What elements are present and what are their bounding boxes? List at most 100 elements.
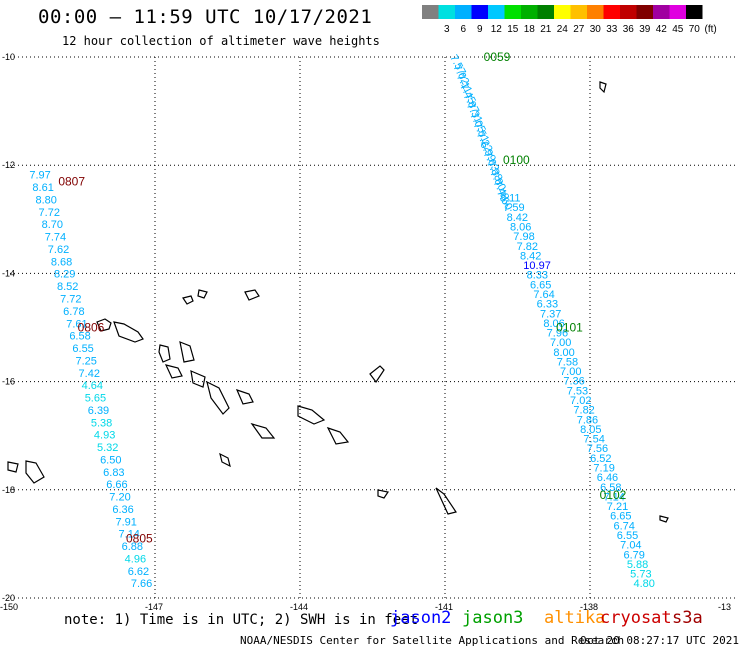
wave-height-value: 7.61 xyxy=(66,318,87,330)
colorbar-tick-label: 42 xyxy=(656,24,668,35)
colorbar-unit: (ft) xyxy=(705,24,717,35)
wave-height-value: 7.82 xyxy=(573,405,594,417)
wave-height-value: 7.42 xyxy=(79,368,100,380)
wave-height-value: 8.33 xyxy=(527,270,548,282)
wave-height-value: 7.37 xyxy=(540,308,561,320)
longitude-label: -138 xyxy=(580,602,598,612)
colorbar-swatch xyxy=(653,5,670,19)
wave-height-value: 7.19 xyxy=(593,463,614,475)
colorbar-tick-label: 33 xyxy=(606,24,618,35)
wave-height-value: 7.59 xyxy=(503,202,524,214)
track-east: 7.577.627.117.457.877.317.057.517.226.99… xyxy=(447,53,655,590)
colorbar-tick-label: 36 xyxy=(623,24,635,35)
wave-height-value: 6.36 xyxy=(112,504,133,516)
note-text: note: 1) Time is in UTC; 2) SWH is in fe… xyxy=(64,612,419,628)
wave-height-value: 8.05 xyxy=(580,424,601,436)
wave-height-value: 7.96 xyxy=(547,328,568,340)
colorbar-tick-label: 6 xyxy=(460,24,466,35)
island-outline xyxy=(235,389,254,405)
island-outline xyxy=(244,289,260,301)
wave-height-value: 6.88 xyxy=(122,541,143,553)
wave-height-value: 7.98 xyxy=(513,231,534,243)
wave-height-value: 7.00 xyxy=(560,366,581,378)
map-gridlines xyxy=(10,56,735,599)
longitude-label: -13 xyxy=(718,602,731,612)
colorbar-swatch xyxy=(537,5,554,19)
wave-height-value: 7.74 xyxy=(45,232,66,244)
colorbar-tick-label: 21 xyxy=(540,24,552,35)
island-outline xyxy=(179,341,195,363)
wave-height-value: 10.97 xyxy=(523,260,551,272)
wave-height-value: 7.20 xyxy=(109,492,130,504)
colorbar-swatch xyxy=(422,5,439,19)
pass-time-label: 0100 xyxy=(503,153,530,167)
longitude-label: -141 xyxy=(435,602,453,612)
wave-height-value: 5.38 xyxy=(91,417,112,429)
wave-height-value: 6.74 xyxy=(613,520,634,532)
island-outline xyxy=(599,81,607,94)
colorbar-tick-label: 30 xyxy=(590,24,602,35)
colorbar-tick-label: 12 xyxy=(491,24,503,35)
latitude-label: -12 xyxy=(2,160,15,170)
island-outline xyxy=(96,318,112,332)
wave-height-value: 6.65 xyxy=(530,279,551,291)
colorbar-tick-label: 45 xyxy=(672,24,684,35)
wave-height-colorbar: 3 6 9 12 15 18 21 24 27 30 33 36 39 42 45 70 (ft) xyxy=(422,5,717,35)
colorbar-swatch xyxy=(570,5,587,19)
island-outline xyxy=(158,344,171,363)
colorbar-swatch xyxy=(603,5,620,19)
wave-height-value: 7.56 xyxy=(587,443,608,455)
wave-height-value: 7.36 xyxy=(563,376,584,388)
wave-height-value: 7.53 xyxy=(567,385,588,397)
pass-time-label: 0101 xyxy=(556,321,583,335)
wave-height-value: 8.68 xyxy=(51,256,72,268)
wave-height-value: 6.58 xyxy=(69,331,90,343)
island-outline xyxy=(206,380,230,415)
wave-height-value: 6.52 xyxy=(590,453,611,465)
wave-height-value: 4.96 xyxy=(125,553,146,565)
credit-text: NOAA/NESDIS Center for Satellite Applica… xyxy=(240,634,625,647)
wave-height-value: 7.02 xyxy=(570,395,591,407)
wave-height-value: 8.70 xyxy=(42,219,63,231)
wave-height-value: 8.29 xyxy=(54,269,75,281)
wave-height-value: 7.72 xyxy=(60,293,81,305)
colorbar-swatch xyxy=(669,5,686,19)
wave-height-value: 6.58 xyxy=(600,482,621,494)
wave-height-value: 5.73 xyxy=(630,569,651,581)
colorbar-tick-label: 15 xyxy=(507,24,519,35)
colorbar-tick-label: 9 xyxy=(477,24,483,35)
page-subtitle: 12 hour collection of altimeter wave hei… xyxy=(62,34,380,48)
wave-height-value: 7.91 xyxy=(115,516,136,528)
longitude-label: -147 xyxy=(145,602,163,612)
island-outline xyxy=(197,289,208,299)
wave-height-value: 8.00 xyxy=(553,347,574,359)
wave-height-value: 7.97 xyxy=(29,170,50,182)
wave-height-value: 6.39 xyxy=(88,405,109,417)
island-outline xyxy=(369,365,385,384)
wave-height-value: 6.46 xyxy=(597,472,618,484)
island-outline xyxy=(113,321,144,343)
pass-time-label: 0805 xyxy=(126,531,153,545)
colorbar-swatch xyxy=(521,5,538,19)
colorbar-swatch xyxy=(455,5,472,19)
island-outline xyxy=(190,370,206,388)
pass-time-labels: 0807 0806 0805 0059 0100 0101 0102 xyxy=(58,50,626,545)
latitude-label: -20 xyxy=(2,593,15,603)
latitude-label: -18 xyxy=(2,485,15,495)
wave-height-value: 7.54 xyxy=(583,434,604,446)
colorbar-tick-label: 27 xyxy=(573,24,585,35)
wave-height-value: 7.14 xyxy=(603,491,624,503)
wave-height-value: 6.79 xyxy=(623,549,644,561)
island-outline xyxy=(7,461,19,473)
wave-height-value: 8.06 xyxy=(510,222,531,234)
mission-label: s3a xyxy=(672,608,703,628)
pass-time-label: 0806 xyxy=(78,321,105,335)
longitude-label: -150 xyxy=(0,602,18,612)
latitude-label: -14 xyxy=(2,268,15,278)
island-outline xyxy=(164,364,183,379)
wave-height-value: 7.64 xyxy=(533,289,554,301)
longitude-label: -144 xyxy=(290,602,308,612)
colorbar-tick-label: 18 xyxy=(524,24,536,35)
wave-height-value: 7.00 xyxy=(550,337,571,349)
